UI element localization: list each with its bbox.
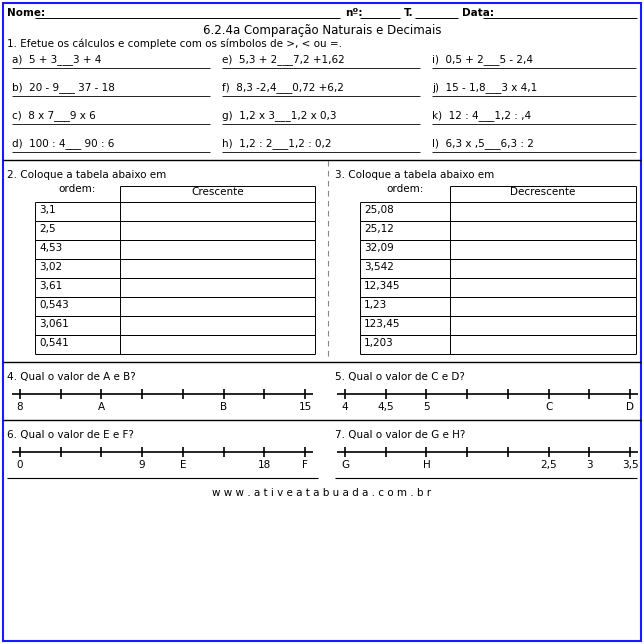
Text: 1,23: 1,23 [364,300,387,310]
Text: Data:: Data: [462,8,494,18]
Text: 3. Coloque a tabela abaixo em: 3. Coloque a tabela abaixo em [335,170,494,180]
Text: g)  1,2 x 3___1,2 x 0,3: g) 1,2 x 3___1,2 x 0,3 [222,110,337,121]
Text: 123,45: 123,45 [364,319,401,329]
Text: 3,542: 3,542 [364,262,394,272]
Text: 1. Efetue os cálculos e complete com os símbolos de >, < ou =.: 1. Efetue os cálculos e complete com os … [7,38,342,48]
Text: a)  5 + 3___3 + 4: a) 5 + 3___3 + 4 [12,54,101,65]
Text: 25,08: 25,08 [364,205,393,215]
Text: 7. Qual o valor de G e H?: 7. Qual o valor de G e H? [335,430,466,440]
Text: i)  0,5 + 2___5 - 2,4: i) 0,5 + 2___5 - 2,4 [432,54,533,65]
Text: 12,345: 12,345 [364,281,401,291]
Text: 4,53: 4,53 [39,243,62,253]
Text: H: H [422,460,430,470]
Text: T.: T. [404,8,413,18]
Text: 6.2.4a Comparação Naturais e Decimais: 6.2.4a Comparação Naturais e Decimais [203,24,441,37]
Text: 0,541: 0,541 [39,338,69,348]
Text: 15: 15 [298,402,312,412]
Text: A: A [98,402,105,412]
Text: 18: 18 [258,460,271,470]
Text: 2,5: 2,5 [540,460,557,470]
Text: 3,061: 3,061 [39,319,69,329]
Text: f)  8,3 -2,4___0,72 +6,2: f) 8,3 -2,4___0,72 +6,2 [222,82,344,93]
Text: F: F [302,460,308,470]
Text: B: B [220,402,227,412]
Text: G: G [341,460,349,470]
Text: 5. Qual o valor de C e D?: 5. Qual o valor de C e D? [335,372,465,382]
Text: Crescente: Crescente [191,187,244,197]
Text: k)  12 : 4___1,2 : ,4: k) 12 : 4___1,2 : ,4 [432,110,531,121]
Text: 3,5: 3,5 [621,460,638,470]
Text: 6. Qual o valor de E e F?: 6. Qual o valor de E e F? [7,430,134,440]
Text: 2. Coloque a tabela abaixo em: 2. Coloque a tabela abaixo em [7,170,166,180]
Text: 3: 3 [586,460,592,470]
Text: 0,543: 0,543 [39,300,69,310]
Text: 1,203: 1,203 [364,338,393,348]
Text: 5: 5 [423,402,430,412]
Text: e)  5,3 + 2___7,2 +1,62: e) 5,3 + 2___7,2 +1,62 [222,54,345,65]
Text: ordem:: ordem: [386,184,424,194]
Text: d)  100 : 4___ 90 : 6: d) 100 : 4___ 90 : 6 [12,138,115,149]
Text: 4. Qual o valor de A e B?: 4. Qual o valor de A e B? [7,372,136,382]
Text: D: D [626,402,634,412]
Text: 4: 4 [342,402,348,412]
Text: 32,09: 32,09 [364,243,393,253]
Text: 2,5: 2,5 [39,224,55,234]
Text: l)  6,3 x ,5___6,3 : 2: l) 6,3 x ,5___6,3 : 2 [432,138,534,149]
Text: C: C [545,402,553,412]
Text: 3,02: 3,02 [39,262,62,272]
Text: 3,1: 3,1 [39,205,55,215]
Text: ordem:: ordem: [59,184,96,194]
Text: 9: 9 [139,460,146,470]
Text: w w w . a t i v e a t a b u a d a . c o m . b r: w w w . a t i v e a t a b u a d a . c o … [213,488,431,498]
Text: Nome:: Nome: [7,8,45,18]
Text: c)  8 x 7___9 x 6: c) 8 x 7___9 x 6 [12,110,96,121]
Text: b)  20 - 9___ 37 - 18: b) 20 - 9___ 37 - 18 [12,82,115,93]
Text: 8: 8 [17,402,23,412]
Text: 0: 0 [17,460,23,470]
Text: 25,12: 25,12 [364,224,394,234]
Text: Decrescente: Decrescente [510,187,576,197]
Text: 3,61: 3,61 [39,281,62,291]
Text: E: E [180,460,186,470]
Text: 4,5: 4,5 [377,402,394,412]
Text: nº:: nº: [345,8,363,18]
Text: h)  1,2 : 2___1,2 : 0,2: h) 1,2 : 2___1,2 : 0,2 [222,138,332,149]
Text: j)  15 - 1,8___3 x 4,1: j) 15 - 1,8___3 x 4,1 [432,82,537,93]
